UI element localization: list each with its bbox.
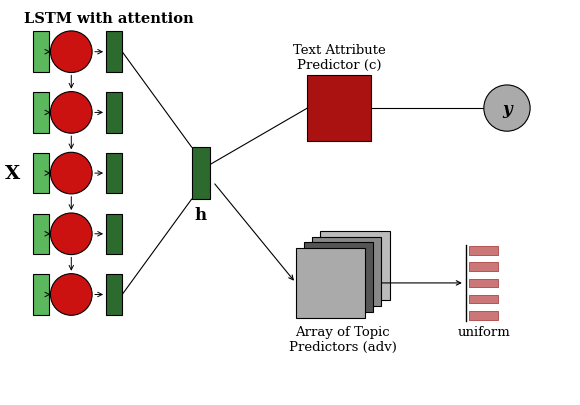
Text: y: y: [502, 100, 512, 117]
Ellipse shape: [50, 92, 92, 134]
Bar: [469, 279, 498, 288]
Bar: [307, 76, 371, 142]
Text: uniform: uniform: [458, 326, 510, 339]
Ellipse shape: [50, 274, 92, 315]
Text: h: h: [195, 207, 207, 224]
Text: Text Attribute
Predictor (c): Text Attribute Predictor (c): [293, 44, 386, 72]
Bar: [106, 32, 122, 73]
Ellipse shape: [50, 32, 92, 73]
Ellipse shape: [484, 86, 530, 132]
Bar: [469, 263, 498, 271]
Bar: [32, 153, 49, 194]
Bar: [469, 311, 498, 320]
Bar: [106, 153, 122, 194]
Bar: [106, 214, 122, 254]
Bar: [32, 32, 49, 73]
Bar: [304, 243, 374, 312]
Bar: [32, 214, 49, 254]
Bar: [106, 275, 122, 315]
Bar: [469, 295, 498, 304]
Text: LSTM with attention: LSTM with attention: [24, 12, 194, 26]
Ellipse shape: [50, 153, 92, 194]
Bar: [312, 237, 382, 306]
Text: Array of Topic
Predictors (adv): Array of Topic Predictors (adv): [289, 325, 397, 353]
Ellipse shape: [50, 213, 92, 255]
Bar: [106, 93, 122, 133]
Bar: [191, 148, 210, 200]
Bar: [32, 93, 49, 133]
Text: X: X: [5, 165, 20, 183]
Bar: [469, 247, 498, 255]
Bar: [32, 275, 49, 315]
Bar: [296, 249, 365, 318]
Bar: [320, 231, 390, 301]
